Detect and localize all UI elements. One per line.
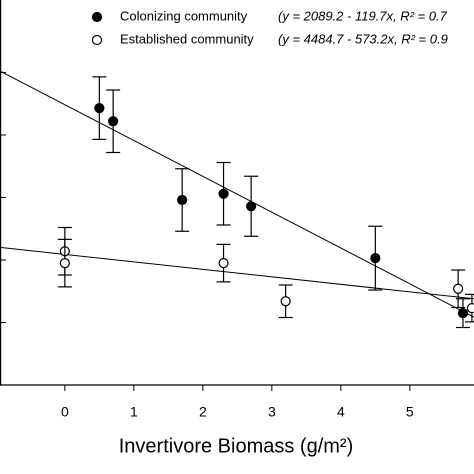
legend-equation: (y = 2089.2 - 119.7x, R² = 0.7 [278, 8, 448, 23]
point [280, 296, 291, 307]
legend-label: Colonizing community [120, 8, 248, 23]
point [177, 194, 188, 206]
legend-marker [91, 11, 103, 23]
x-tick-label: 0 [61, 404, 69, 420]
x-tick-label: 3 [268, 404, 276, 420]
x-tick-label: 1 [130, 404, 138, 420]
point [94, 103, 105, 114]
x-tick-label: 4 [337, 404, 345, 420]
point [108, 116, 119, 127]
legend-marker [91, 34, 103, 46]
point [370, 253, 381, 264]
fit-line [0, 246, 474, 300]
point [453, 283, 464, 294]
x-axis-label: Invertivore Biomass (g/m²) [119, 435, 354, 457]
point [466, 303, 474, 314]
legend-equation: (y = 4484.7 - 573.2x, R² = 0.9 [278, 31, 448, 46]
x-tick-label: 2 [199, 404, 207, 420]
point [457, 308, 469, 319]
fit-line [0, 70, 474, 318]
point [246, 201, 257, 212]
point [218, 258, 229, 269]
legend-label: Established community [120, 31, 254, 46]
point [59, 258, 70, 269]
point [218, 188, 229, 199]
x-tick-label: 5 [406, 404, 414, 420]
